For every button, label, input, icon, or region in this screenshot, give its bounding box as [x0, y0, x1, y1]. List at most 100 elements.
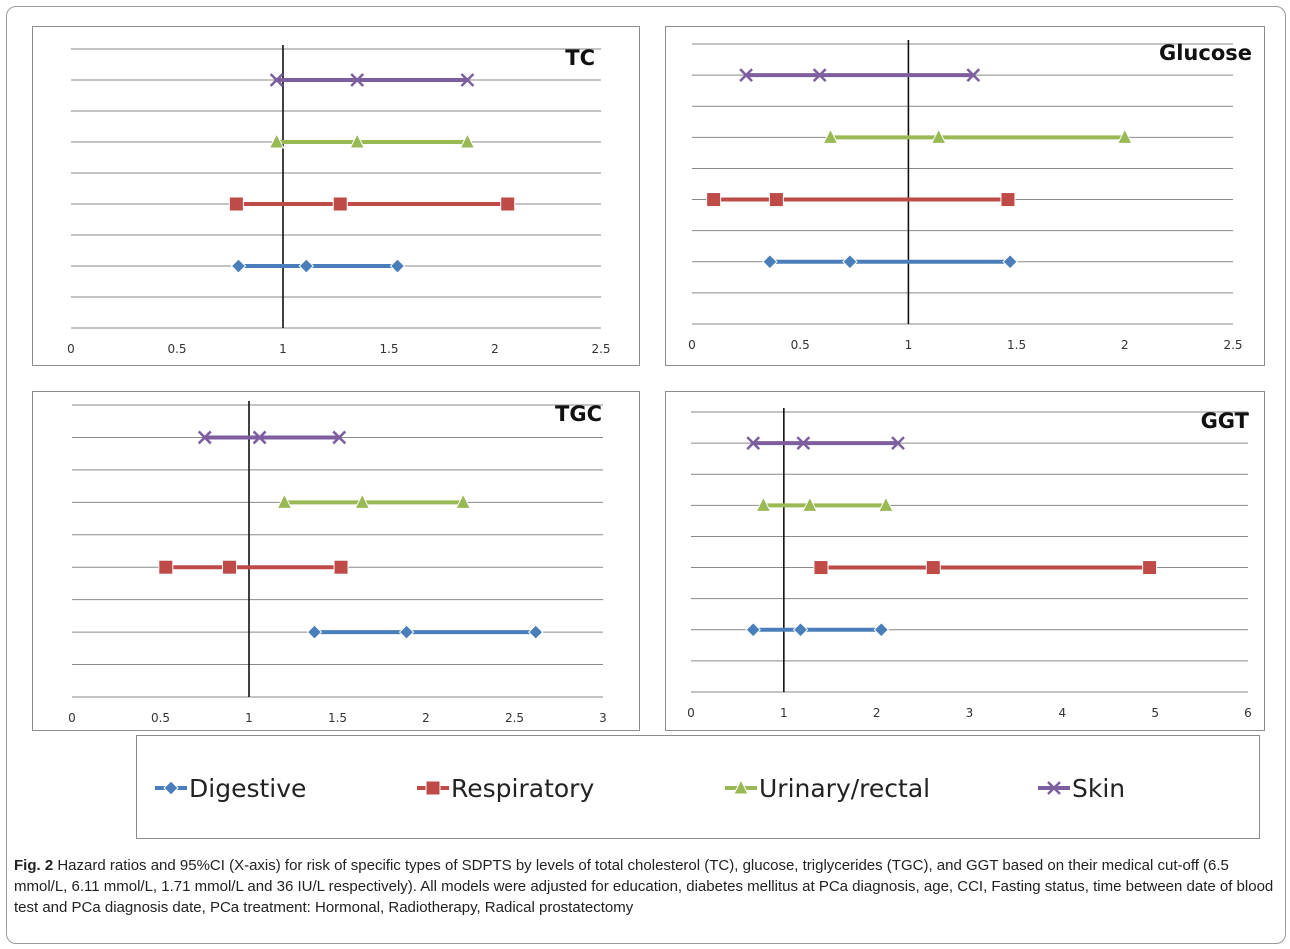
ggt-x-tick-label: 3 — [966, 706, 974, 720]
tc-x-tick-label: 0.5 — [167, 342, 186, 356]
ggt-urinary-rectal-upper-marker — [878, 496, 894, 512]
figure-caption: Fig. 2 Hazard ratios and 95%CI (X-axis) … — [14, 855, 1274, 918]
tc-x-tick-label: 1 — [279, 342, 287, 356]
glucose-x-tick-label: 2 — [1121, 338, 1129, 352]
ggt-respiratory-hr-marker — [925, 560, 941, 576]
ggt-digestive-upper-marker — [873, 622, 890, 638]
tgc-urinary-rectal-upper-marker — [455, 493, 471, 509]
ggt-digestive-lower-marker — [745, 622, 761, 638]
tc-x-tick-label: 1.5 — [379, 342, 398, 356]
ggt-urinary-rectal-hr-marker — [802, 496, 818, 512]
tc-digestive-lower-marker — [230, 258, 247, 274]
ggt-x-tick-label: 1 — [780, 706, 788, 720]
glucose-skin-hr-marker — [812, 68, 827, 82]
tgc-digestive-upper-marker — [528, 624, 544, 640]
tgc-respiratory-hr-marker — [222, 559, 238, 575]
tgc-skin-upper-marker — [332, 430, 347, 445]
legend-skin-marker — [1047, 781, 1061, 795]
tgc-urinary-rectal-lower-marker — [276, 493, 293, 509]
chart-panel-glucose: 0 0.5 1 1.5 2 2.5 Glucose — [665, 26, 1265, 366]
chart-panel-ggt: 0 1 2 3 4 5 6 GGT — [665, 391, 1265, 731]
chart-svg-tc: 0 0.5 1 1.5 2 2.5 TC — [67, 45, 611, 356]
ggt-x-tick-label: 2 — [873, 706, 881, 720]
glucose-urinary-rectal-hr-marker — [930, 128, 947, 144]
glucose-chart-title: Glucose — [1159, 41, 1252, 65]
tc-x-tick-label: 2.5 — [591, 342, 610, 356]
tc-digestive-upper-marker — [389, 258, 406, 274]
glucose-x-tick-label: 0.5 — [791, 338, 810, 352]
tc-digestive-hr-marker — [298, 258, 315, 274]
caption-label: Fig. 2 — [14, 857, 54, 874]
glucose-x-tick-label: 1 — [905, 338, 913, 352]
tc-respiratory-hr-marker — [332, 196, 348, 212]
tc-x-tick-label: 0 — [67, 342, 75, 356]
tc-skin-upper-marker — [460, 73, 475, 87]
glucose-urinary-rectal-upper-marker — [1116, 128, 1133, 144]
tc-chart-title: TC — [565, 46, 595, 70]
chart-svg-glucose: 0 0.5 1 1.5 2 2.5 Glucose — [688, 40, 1252, 352]
legend-respiratory-marker — [425, 780, 441, 796]
glucose-urinary-rectal-lower-marker — [822, 128, 839, 144]
ggt-x-tick-label: 4 — [1059, 706, 1067, 720]
chart-legend: Digestive Respiratory Urinary/rectal Skin — [136, 735, 1260, 839]
tc-skin-hr-marker — [350, 73, 365, 87]
glucose-digestive-hr-marker — [842, 254, 858, 270]
chart-panel-tc: 0 0.5 1 1.5 2 2.5 TC — [32, 26, 640, 366]
tgc-x-tick-label: 1.5 — [328, 711, 347, 725]
ggt-skin-upper-marker — [891, 436, 905, 450]
legend-skin-label: Skin — [1072, 774, 1125, 803]
caption-text: Hazard ratios and 95%CI (X-axis) for ris… — [14, 857, 1274, 916]
ggt-x-tick-label: 0 — [687, 706, 695, 720]
tgc-x-tick-label: 0.5 — [151, 711, 170, 725]
tc-urinary-rectal-lower-marker — [268, 132, 285, 149]
tgc-skin-lower-marker — [197, 430, 212, 445]
legend-digestive-marker — [163, 780, 179, 796]
glucose-respiratory-hr-marker — [768, 192, 784, 208]
glucose-x-tick-label: 1.5 — [1007, 338, 1026, 352]
tgc-x-tick-label: 1 — [245, 711, 253, 725]
glucose-x-tick-label: 0 — [688, 338, 696, 352]
ggt-skin-lower-marker — [746, 436, 761, 450]
glucose-skin-upper-marker — [966, 68, 981, 82]
tc-urinary-rectal-hr-marker — [349, 132, 366, 149]
tgc-respiratory-lower-marker — [158, 559, 174, 575]
legend-digestive-label: Digestive — [189, 774, 306, 803]
chart-svg-ggt: 0 1 2 3 4 5 6 GGT — [687, 408, 1252, 720]
tc-respiratory-upper-marker — [500, 196, 516, 212]
legend-svg: Digestive Respiratory Urinary/rectal Skin — [155, 774, 1125, 803]
glucose-x-tick-label: 2.5 — [1223, 338, 1242, 352]
glucose-digestive-lower-marker — [762, 254, 778, 270]
ggt-urinary-rectal-lower-marker — [755, 496, 772, 512]
tgc-urinary-rectal-hr-marker — [354, 493, 371, 509]
ggt-respiratory-lower-marker — [813, 560, 829, 576]
tgc-skin-hr-marker — [252, 430, 267, 445]
chart-svg-tgc: 0 0.5 1 1.5 2 2.5 3 TGC — [68, 401, 607, 725]
glucose-respiratory-lower-marker — [706, 192, 722, 208]
tgc-x-tick-label: 3 — [599, 711, 607, 725]
tc-respiratory-lower-marker — [228, 196, 244, 212]
tgc-digestive-hr-marker — [398, 624, 415, 640]
ggt-digestive-hr-marker — [792, 622, 809, 638]
tgc-chart-title: TGC — [555, 402, 602, 426]
ggt-x-tick-label: 6 — [1244, 706, 1252, 720]
figure-frame — [6, 6, 1286, 944]
legend-urinary-rectal-marker — [733, 778, 749, 795]
ggt-chart-title: GGT — [1201, 409, 1250, 433]
glucose-digestive-upper-marker — [1002, 254, 1018, 270]
tgc-x-tick-label: 2 — [422, 711, 430, 725]
tc-x-tick-label: 2 — [491, 342, 499, 356]
tgc-digestive-lower-marker — [306, 624, 323, 640]
glucose-respiratory-upper-marker — [1000, 192, 1016, 208]
glucose-skin-lower-marker — [739, 68, 753, 82]
tgc-x-tick-label: 0 — [68, 711, 76, 725]
ggt-skin-hr-marker — [796, 436, 811, 450]
legend-respiratory-label: Respiratory — [451, 774, 594, 803]
tgc-respiratory-upper-marker — [333, 559, 349, 575]
ggt-x-tick-label: 5 — [1151, 706, 1159, 720]
chart-panel-tgc: 0 0.5 1 1.5 2 2.5 3 TGC — [32, 391, 640, 731]
tgc-x-tick-label: 2.5 — [505, 711, 524, 725]
legend-urinary-rectal-label: Urinary/rectal — [759, 774, 930, 803]
tc-skin-lower-marker — [269, 73, 284, 87]
ggt-respiratory-upper-marker — [1142, 560, 1158, 576]
tc-urinary-rectal-upper-marker — [459, 132, 476, 149]
